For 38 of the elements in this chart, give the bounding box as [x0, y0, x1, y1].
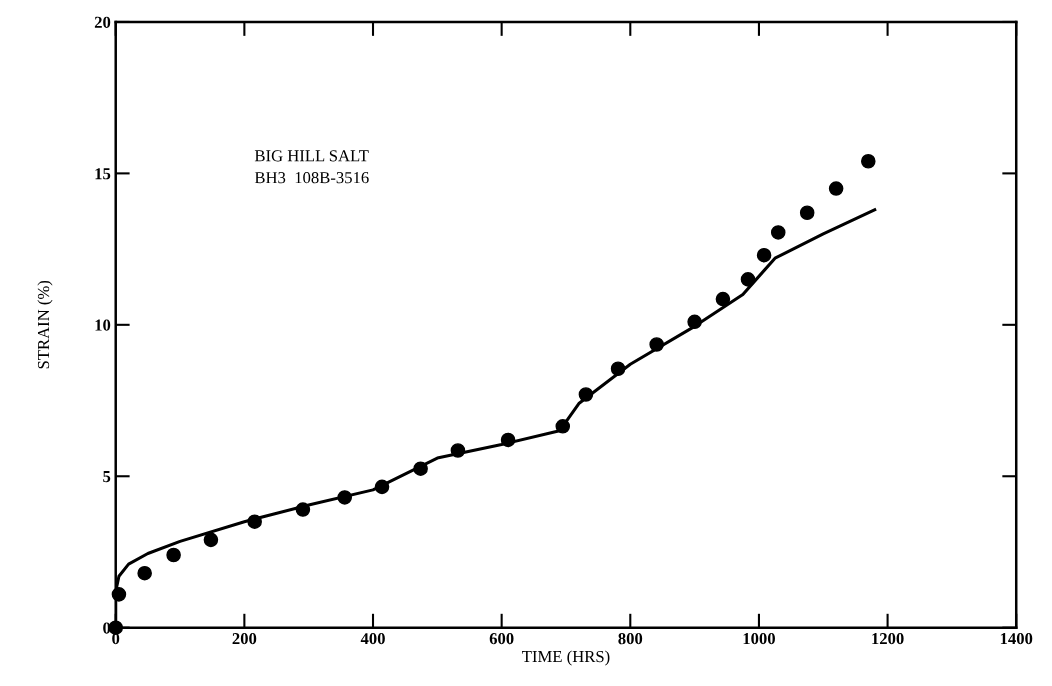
point — [649, 337, 664, 352]
point — [610, 361, 626, 377]
point — [687, 314, 702, 330]
point — [111, 587, 127, 602]
point — [555, 418, 571, 434]
annotation: BIG HILL SALT — [254, 150, 369, 162]
y-tick-label: 10 — [95, 319, 111, 331]
point — [137, 565, 152, 581]
x-tick-label: 200 — [232, 633, 257, 645]
point — [413, 461, 428, 476]
y-tick-label: 15 — [95, 168, 111, 180]
point — [500, 432, 516, 448]
y-tick-label: 5 — [103, 471, 111, 483]
x-tick-label: 1200 — [872, 633, 904, 645]
point — [578, 387, 594, 402]
x-tick-label: 1400 — [1000, 633, 1033, 645]
x-tick-label: 1000 — [743, 633, 775, 645]
point — [770, 225, 786, 240]
point — [374, 479, 390, 495]
x-tick-label: 400 — [360, 633, 385, 645]
y-tick-label: 20 — [94, 16, 111, 28]
x-tick-label: 800 — [618, 633, 643, 645]
point — [828, 181, 844, 196]
point — [450, 443, 466, 458]
point — [715, 291, 731, 307]
point — [166, 547, 181, 563]
point — [861, 153, 876, 169]
point — [295, 502, 311, 517]
point — [337, 490, 352, 505]
point — [247, 514, 262, 529]
point — [799, 205, 815, 221]
y-axis-title: STRAIN (%) — [37, 280, 53, 369]
point — [756, 247, 772, 263]
x-tick-label: 600 — [489, 633, 514, 645]
x-axis-title: TIME (HRS) — [522, 650, 610, 666]
point — [203, 532, 219, 548]
annotation: BH3 108B-3516 — [254, 171, 369, 184]
point — [740, 272, 756, 287]
